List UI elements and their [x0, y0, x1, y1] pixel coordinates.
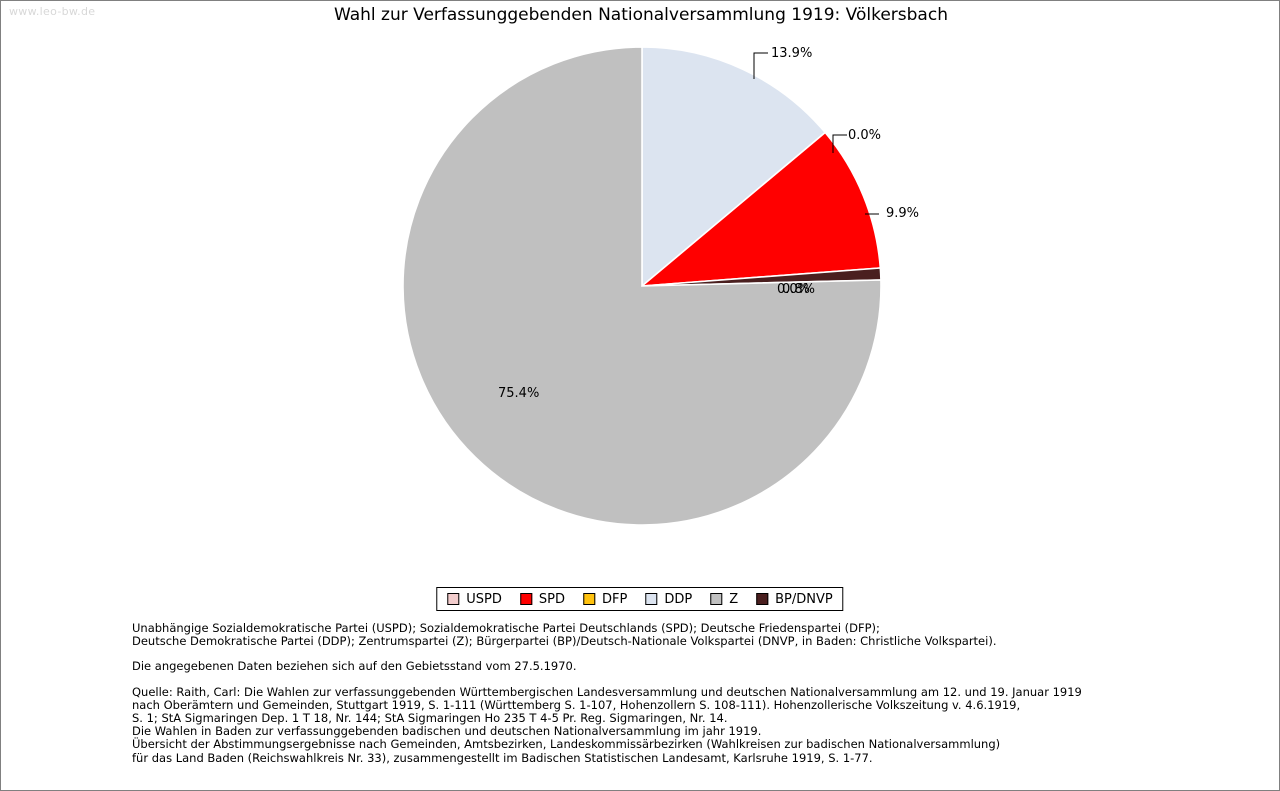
- legend-label: USPD: [466, 591, 502, 607]
- footnote-source-line: S. 1; StA Sigmaringen Dep. 1 T 18, Nr. 1…: [132, 711, 728, 726]
- chart-title: Wahl zur Verfassunggebenden Nationalvers…: [334, 5, 948, 25]
- chart-legend: USPD SPD DFP DDP Z BP/DNVP: [436, 587, 844, 611]
- legend-item-uspd[interactable]: USPD: [447, 592, 502, 607]
- footnote-source-line: für das Land Baden (Reichswahlkreis Nr. …: [132, 750, 873, 765]
- pie-label-z: 75.4%: [498, 386, 540, 401]
- footnote-parties-line: Unabhängige Sozialdemokratische Partei (…: [132, 621, 880, 635]
- legend-item-bp-dnvp[interactable]: BP/DNVP: [756, 592, 833, 607]
- legend-swatch-icon: [645, 593, 658, 605]
- pie-label-bp-dnvp: 0.8%: [782, 282, 816, 297]
- legend-item-spd[interactable]: SPD: [519, 591, 566, 607]
- legend-swatch-icon: [756, 593, 769, 605]
- footnote-source-line: nach Oberämtern und Gemeinden, Stuttgart…: [132, 697, 1021, 712]
- legend-item-dfp[interactable]: DFP: [583, 592, 627, 607]
- pie-chart-svg: [402, 46, 882, 526]
- footnote-block: Unabhängige Sozialdemokratische Partei (…: [132, 621, 1192, 765]
- pie-slice-ddp: [641, 46, 827, 288]
- footnote-source: Quelle: Raith, Carl: Die Wahlen zur verf…: [132, 684, 1192, 765]
- legend-item-ddp[interactable]: DDP: [645, 592, 692, 607]
- pie-slice-spd: [639, 131, 882, 287]
- pie-label-ddp: 13.9%: [771, 46, 813, 61]
- footnote-note: Die angegebenen Daten beziehen sich auf …: [132, 660, 1192, 673]
- legend-swatch-icon: [519, 593, 532, 605]
- pie-slices-group: [402, 46, 882, 526]
- legend-item-z[interactable]: Z: [710, 592, 738, 607]
- footnote-source-line: Übersicht der Abstimmungsergebnisse nach…: [132, 737, 1001, 752]
- legend-label: BP/DNVP: [775, 591, 833, 607]
- leader-line-uspd: [832, 134, 847, 153]
- legend-label: DFP: [602, 591, 628, 607]
- footnote-source-line: Quelle: Raith, Carl: Die Wahlen zur verf…: [132, 684, 1082, 699]
- pie-slice-z: [402, 46, 882, 526]
- footnote-source-line: Die Wahlen in Baden zur verfassunggebend…: [132, 724, 762, 739]
- legend-swatch-icon: [447, 593, 460, 605]
- pie-leader-lines-group: [753, 52, 879, 215]
- pie-label-spd: 9.9%: [886, 206, 920, 221]
- legend-swatch-icon: [710, 593, 723, 605]
- legend-swatch-icon: [583, 593, 596, 605]
- footnote-parties: Unabhängige Sozialdemokratische Partei (…: [132, 621, 1192, 649]
- pie-chart-area: 13.9% 0.0% 9.9% 0.8% 75.4% 0.0%: [1, 1, 1279, 581]
- pie-label-uspd: 0.0%: [848, 128, 882, 143]
- legend-label: SPD: [538, 591, 566, 607]
- site-watermark: www.leo-bw.de: [9, 5, 96, 18]
- legend-label: DDP: [664, 591, 693, 607]
- pie-label-dfp: 0.0%: [777, 282, 811, 297]
- leader-line-ddp: [753, 52, 768, 79]
- footnote-parties-line: Deutsche Demokratische Partei (DDP); Zen…: [132, 634, 997, 649]
- footnote-note-line: Die angegebenen Daten beziehen sich auf …: [132, 659, 577, 674]
- legend-label: Z: [729, 591, 739, 607]
